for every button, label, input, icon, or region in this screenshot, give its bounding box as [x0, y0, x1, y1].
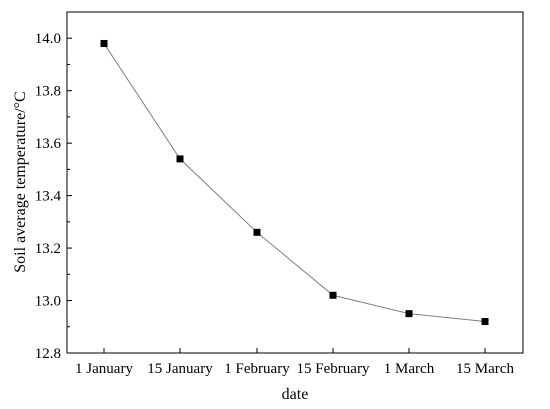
x-axis: 1 January 15 January 1 February 15 February… — [75, 348, 514, 377]
x-tick-label: 1 January — [75, 361, 133, 377]
x-tick-label: 15 January — [147, 361, 213, 377]
y-axis: 12.8 13.0 13.2 13.4 13.6 13.8 14.0 — [35, 31, 72, 362]
data-point — [405, 310, 413, 318]
plot-frame — [66, 11, 524, 354]
y-axis-title: Soil average temperature/°C — [12, 91, 29, 272]
data-points — [100, 39, 489, 326]
y-tick-label: 13.6 — [35, 136, 62, 152]
y-tick-label: 13.4 — [35, 189, 62, 205]
x-tick-label: 1 February — [224, 361, 290, 377]
y-tick-label: 13.2 — [35, 241, 61, 257]
series-line — [103, 43, 486, 323]
x-tick-label: 15 March — [456, 361, 514, 377]
data-point — [253, 228, 261, 236]
x-axis-title: date — [282, 386, 309, 403]
x-tick-label: 15 February — [297, 361, 370, 377]
y-tick-label: 13.0 — [35, 294, 61, 310]
data-point — [329, 291, 337, 299]
y-tick-label: 12.8 — [35, 346, 61, 362]
data-point — [481, 318, 489, 326]
y-tick-label: 14.0 — [35, 31, 61, 47]
y-tick-label: 13.8 — [35, 84, 61, 100]
data-point — [100, 39, 108, 47]
data-point — [176, 155, 184, 163]
x-tick-label: 1 March — [384, 361, 435, 377]
